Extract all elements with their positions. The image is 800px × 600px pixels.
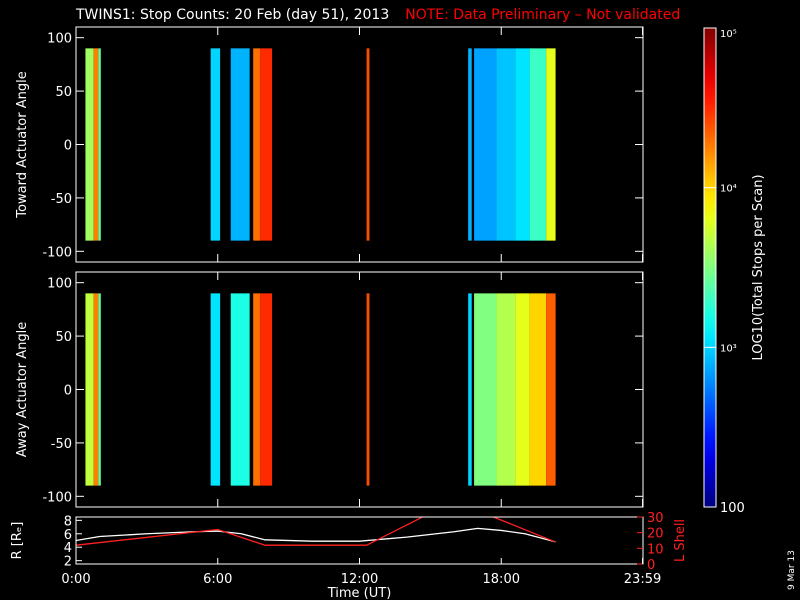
- data-column: [515, 293, 530, 486]
- data-column: [260, 293, 273, 486]
- data-column: [93, 293, 99, 486]
- colorbar-tick-label: 10³: [720, 343, 737, 354]
- data-column: [260, 48, 273, 241]
- data-column: [496, 48, 516, 241]
- data-column: [85, 48, 94, 241]
- colorbar: 10⁵ 10⁴ 10³ 100 LOG10(Total Stops per Scan): [703, 27, 766, 516]
- x-tick-label: 12:00: [341, 572, 378, 587]
- data-column: [468, 293, 472, 486]
- y-tick-label: 0: [64, 384, 72, 399]
- data-column: [366, 293, 370, 486]
- data-column: [366, 48, 370, 241]
- y-tick-label: -100: [42, 245, 72, 260]
- y-tick-label: 4: [64, 541, 72, 556]
- data-column: [515, 48, 530, 241]
- chart-title: TWINS1: Stop Counts: 20 Feb (day 51), 20…: [76, 7, 680, 23]
- colorbar-tick-label: 10⁵: [720, 29, 737, 40]
- y2-tick-label: 0: [647, 558, 655, 573]
- data-column: [85, 293, 94, 486]
- data-column: [468, 48, 472, 241]
- x-tick-label: 0:00: [61, 572, 90, 587]
- panel-frame: [75, 516, 644, 565]
- data-column: [529, 48, 547, 241]
- lshell-line: [76, 517, 556, 546]
- y-tick-label: 50: [55, 330, 72, 345]
- y-axis-label: Away Actuator Angle: [15, 322, 30, 457]
- y-tick-label: -50: [51, 192, 72, 207]
- x-tick-label: 6:00: [203, 572, 232, 587]
- heatmap-panel-1: 100 50 0 -50 -100 Toward Actuator Angle: [15, 26, 644, 263]
- x-axis-label: Time (UT): [327, 586, 392, 600]
- data-column: [546, 48, 556, 241]
- data-column: [529, 293, 547, 486]
- y-tick-label: 0: [64, 139, 72, 154]
- y-tick-label: 50: [55, 85, 72, 100]
- y2-tick-label: 30: [647, 511, 664, 526]
- y2-tick-label: 20: [647, 527, 664, 542]
- data-column: [474, 293, 497, 486]
- y-tick-label: 100: [47, 277, 72, 292]
- panel-frame: [75, 26, 644, 263]
- data-column: [210, 48, 221, 241]
- x-tick-label: 18:00: [483, 572, 520, 587]
- data-column: [210, 293, 221, 486]
- y-tick-label: 8: [64, 514, 72, 529]
- x-tick-label: 23:59: [624, 572, 661, 587]
- data-column: [230, 48, 250, 241]
- y-tick-label: -100: [42, 490, 72, 505]
- data-column: [546, 293, 556, 486]
- data-column: [253, 293, 261, 486]
- data-column: [496, 293, 516, 486]
- radius-line: [76, 527, 556, 543]
- colorbar-tick-label: 10⁴: [720, 184, 737, 195]
- date-stamp: 9 Mar 13: [787, 550, 797, 590]
- heatmap-panel-2: 100 50 0 -50 -100 Away Actuator Angle: [15, 271, 644, 508]
- colorbar-label: LOG10(Total Stops per Scan): [751, 174, 766, 360]
- data-column: [474, 48, 497, 241]
- data-column: [93, 48, 99, 241]
- data-column: [230, 293, 250, 486]
- y-tick-label: 6: [64, 528, 72, 543]
- y-axis-label: R [Rₑ]: [10, 522, 25, 560]
- y2-tick-label: 10: [647, 542, 664, 557]
- y-tick-label: 2: [64, 555, 72, 570]
- panel-frame: [75, 271, 644, 508]
- y2-axis-label: L Shell: [673, 519, 688, 562]
- preliminary-note: NOTE: Data Preliminary – Not validated: [405, 7, 681, 23]
- colorbar-tick-label: 100: [720, 501, 745, 516]
- data-column: [98, 48, 101, 241]
- y-tick-label: 100: [47, 32, 72, 47]
- y-tick-label: -50: [51, 437, 72, 452]
- data-column: [98, 293, 101, 486]
- data-column: [253, 48, 261, 241]
- colorbar-gradient: [704, 28, 716, 507]
- title-text: TWINS1: Stop Counts: 20 Feb (day 51), 20…: [76, 7, 390, 23]
- y-axis-label: Toward Actuator Angle: [15, 71, 30, 218]
